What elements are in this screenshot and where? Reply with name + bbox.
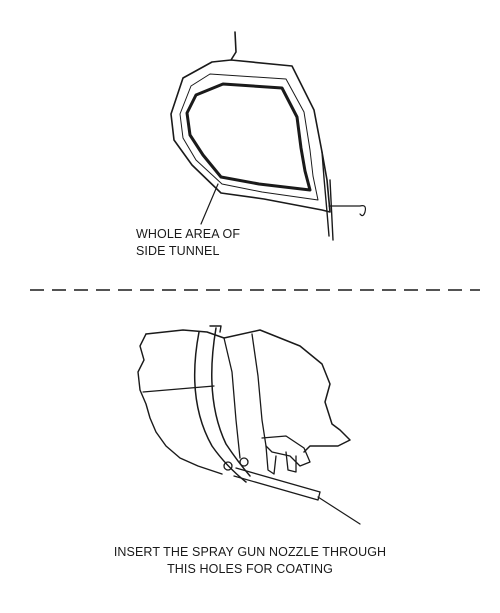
spray-gun-wand	[317, 496, 361, 525]
bracket-vertical	[265, 445, 277, 475]
body-left-edge	[137, 333, 223, 475]
panel-edge-left	[223, 337, 241, 459]
callout-leader-line	[200, 183, 219, 225]
side-tunnel-callout-line-1: WHOLE AREA OF	[136, 227, 241, 241]
side-tunnel-drawing	[170, 31, 367, 241]
nozzle-tube-top	[235, 467, 321, 493]
side-tunnel-callout-line-2: SIDE TUNNEL	[136, 244, 220, 258]
coating-hole-2	[239, 457, 249, 467]
nozzle-callout-line-1: INSERT THE SPRAY GUN NOZZLE THROUGH	[113, 545, 387, 559]
band-cap	[209, 325, 222, 333]
tunnel-right-flange-tick	[329, 179, 334, 241]
nozzle-callout-line-2: THIS HOLES FOR COATING	[167, 562, 333, 576]
coating-hole-1	[223, 461, 233, 471]
tunnel-inner-flange	[179, 73, 319, 201]
body-panel-outline	[145, 329, 351, 453]
body-seam-line	[142, 385, 215, 393]
nozzle-tube-bottom	[233, 475, 319, 501]
bracket-outline	[261, 435, 311, 467]
bracket-tab	[285, 451, 297, 473]
tunnel-outer-outline	[170, 31, 331, 213]
tunnel-extension-line	[328, 205, 367, 217]
panel-edge-right	[251, 333, 267, 447]
nozzle-insertion-drawing	[137, 325, 361, 525]
tunnel-opening-outline	[185, 82, 312, 192]
tunnel-right-flange	[321, 151, 330, 237]
nozzle-callout: INSERT THE SPRAY GUN NOZZLE THROUGH THIS…	[0, 544, 500, 578]
side-tunnel-callout: WHOLE AREA OF SIDE TUNNEL	[136, 226, 240, 260]
band-outer-edge	[193, 331, 247, 483]
nozzle-tube-end	[317, 491, 321, 501]
